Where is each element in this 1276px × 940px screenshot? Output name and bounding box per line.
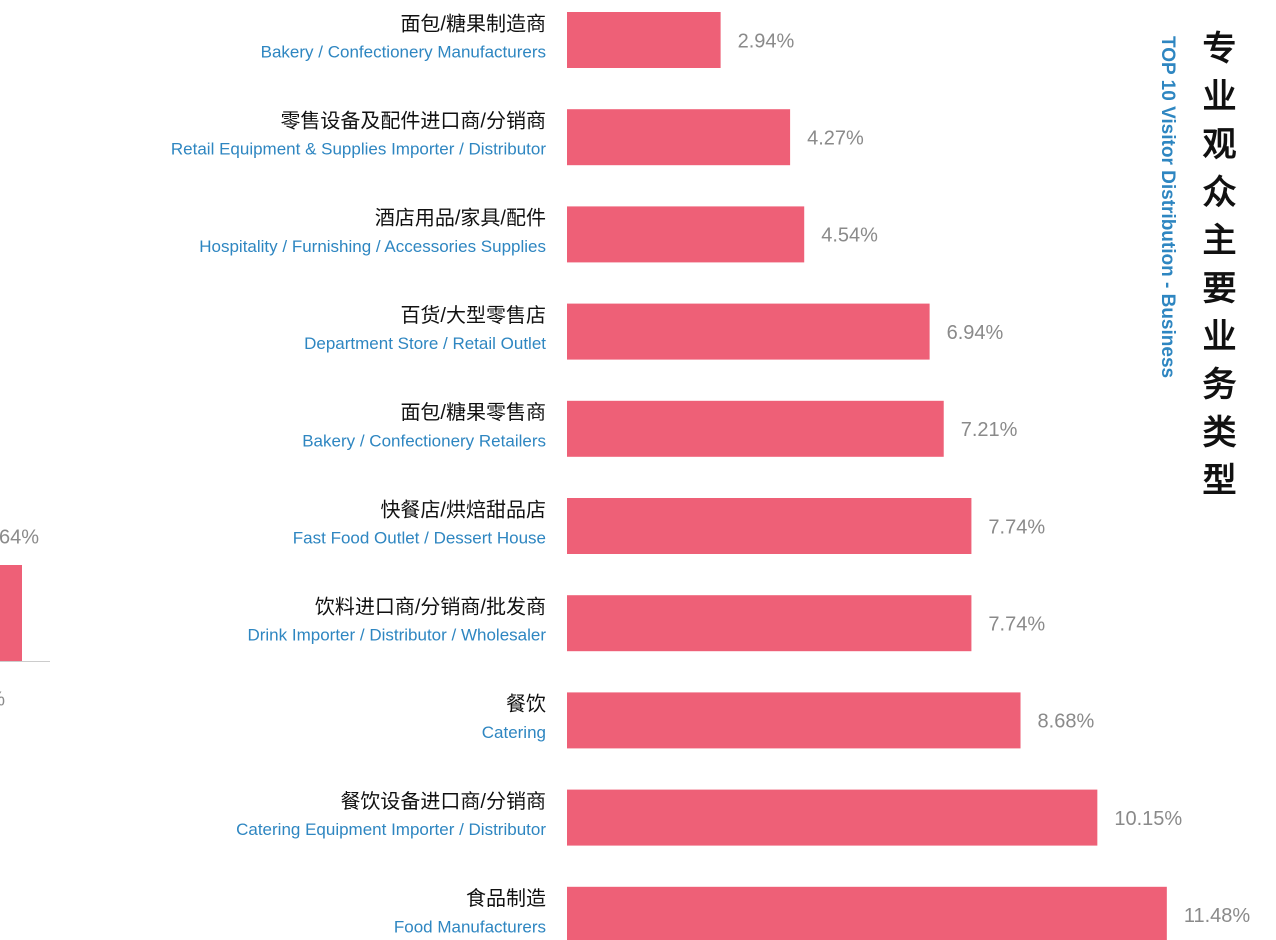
partial-bar bbox=[0, 565, 22, 661]
bar bbox=[567, 109, 791, 166]
partial-value-label: 64% bbox=[0, 526, 39, 548]
category-label: 餐饮 bbox=[506, 693, 546, 716]
partial-tick-label: % bbox=[0, 688, 5, 710]
category-subtitle: Catering Equipment Importer / Distributo… bbox=[236, 820, 546, 839]
chart-title: 专业观众主要业务类型 bbox=[1197, 30, 1235, 510]
category-subtitle: Fast Food Outlet / Dessert House bbox=[293, 528, 546, 547]
bar bbox=[567, 12, 721, 68]
category-label: 百货/大型零售店 bbox=[400, 304, 546, 327]
category-subtitle: Hospitality / Furnishing / Accessories S… bbox=[199, 237, 546, 256]
bar bbox=[567, 400, 944, 457]
bar bbox=[567, 886, 1167, 940]
category-subtitle: Bakery / Confectionery Retailers bbox=[302, 431, 546, 450]
category-subtitle: Retail Equipment & Supplies Importer / D… bbox=[171, 140, 546, 159]
chart-subtitle: TOP 10 Visitor Distribution - Business bbox=[1157, 36, 1178, 379]
category-label: 快餐店/烘焙甜品店 bbox=[380, 498, 546, 521]
value-label: 7.74% bbox=[988, 613, 1045, 635]
category-label: 面包/糖果制造商 bbox=[400, 12, 546, 35]
value-label: 11.48% bbox=[1184, 905, 1251, 927]
category-subtitle: Department Store / Retail Outlet bbox=[304, 334, 546, 353]
bar bbox=[567, 789, 1098, 846]
value-label: 8.68% bbox=[1038, 711, 1095, 733]
bar bbox=[567, 595, 972, 652]
value-label: 2.94% bbox=[738, 30, 795, 52]
category-subtitle: Bakery / Confectionery Manufacturers bbox=[261, 42, 546, 61]
bar bbox=[567, 303, 930, 360]
value-label: 7.21% bbox=[961, 419, 1018, 441]
bar bbox=[567, 692, 1021, 749]
category-label: 食品制造 bbox=[466, 887, 546, 910]
value-label: 4.27% bbox=[807, 127, 864, 149]
category-label: 零售设备及配件进口商/分销商 bbox=[280, 109, 546, 132]
category-subtitle: Catering bbox=[482, 723, 546, 742]
category-label: 面包/糖果零售商 bbox=[400, 401, 546, 424]
category-label: 酒店用品/家具/配件 bbox=[375, 207, 546, 230]
category-label: 餐饮设备进口商/分销商 bbox=[340, 790, 546, 813]
bar bbox=[567, 498, 972, 554]
value-label: 4.54% bbox=[821, 225, 878, 247]
category-label: 饮料进口商/分销商/批发商 bbox=[315, 595, 546, 618]
category-subtitle: Drink Importer / Distributor / Wholesale… bbox=[247, 626, 546, 645]
category-subtitle: Food Manufacturers bbox=[394, 917, 546, 936]
bar bbox=[567, 206, 805, 263]
value-label: 6.94% bbox=[947, 322, 1004, 344]
value-label: 7.74% bbox=[988, 516, 1045, 538]
value-label: 10.15% bbox=[1114, 808, 1182, 830]
